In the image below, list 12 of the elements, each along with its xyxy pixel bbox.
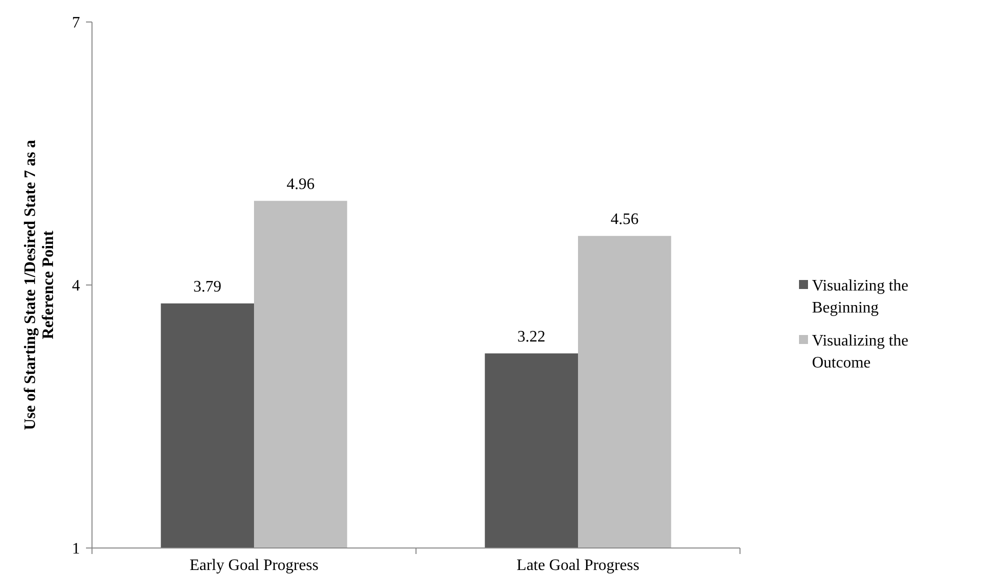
data-label: 4.56 — [610, 210, 639, 228]
data-label: 3.79 — [193, 278, 222, 296]
data-label: 4.96 — [286, 176, 315, 193]
data-label: 3.22 — [517, 328, 546, 346]
x-tick-label: Late Goal Progress — [516, 557, 640, 574]
legend-label: Visualizing the Beginning — [812, 278, 908, 317]
y-tick-label: 7 — [72, 14, 80, 32]
y-axis-title: Use of Starting State 1/Desired State 7 as a Reference Point — [22, 140, 57, 430]
legend-label: Visualizing the Outcome — [812, 332, 908, 372]
y-tick-label: 4 — [72, 278, 80, 295]
y-tick-label: 1 — [72, 540, 80, 558]
x-tick-label: Early Goal Progress — [190, 557, 318, 574]
